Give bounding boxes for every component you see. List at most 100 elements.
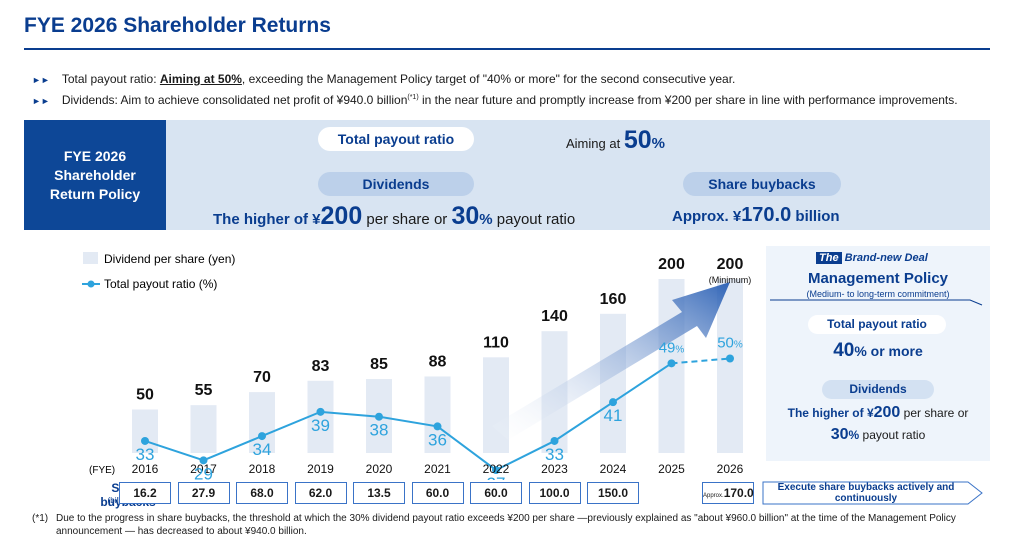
triangle-bullet-icon: ►►: [32, 75, 50, 85]
buyback-box-2024: 150.0: [587, 482, 639, 504]
policy-box: FYE 2026 Shareholder Return Policy: [24, 120, 166, 230]
the-tag: The: [816, 252, 842, 264]
buyback-box-2017: 27.9: [177, 482, 230, 504]
panel-subtitle: (Medium- to long-term commitment): [806, 289, 950, 299]
legend-bar-swatch: [83, 252, 98, 264]
payout-value: 50: [623, 126, 652, 154]
triangle-bullet-icon: ►►: [32, 96, 50, 106]
bar-value-label: 200: [717, 256, 744, 273]
buyback-policy-arrow: [762, 481, 983, 505]
policy-box-label: FYE 2026 Shareholder Return Policy: [49, 147, 141, 202]
payout-value-label: 38: [370, 421, 389, 440]
footnote-text: Due to the progress in share buybacks, t…: [56, 513, 956, 537]
bar-value-label: 160: [600, 291, 627, 308]
payout-value-label: 34: [253, 440, 272, 459]
bb-last-prefix: Approx.: [703, 493, 724, 499]
bar-value-label: 83: [312, 358, 330, 375]
panel-dividend-rule-2: 30% payout ratio: [770, 426, 986, 444]
x-tick-label: 2017: [190, 462, 217, 476]
dividend-chart: 50 2016 55 2017 70 2018 83 2019 85 2020 88 2021 110 2…: [82, 252, 751, 480]
buyback-box-2021: 60.0: [411, 482, 464, 504]
payout-point: [258, 432, 266, 441]
x-tick-label: 2026: [717, 462, 744, 476]
panel-div-pre: The higher of ¥: [787, 406, 874, 420]
panel-payout-unit: % or more: [854, 343, 923, 359]
bullet-emphasis: Aiming at 50%: [159, 72, 242, 86]
payout-value-label: 50%: [717, 335, 743, 352]
buyback-policy-note: Execute share buybacks actively and cont…: [777, 482, 955, 504]
bb-pre: Approx. ¥: [672, 208, 742, 225]
buyback-pill: Share buybacks: [683, 172, 841, 196]
payout-value-label: 29: [194, 464, 213, 480]
bar-value-label: 110: [483, 334, 509, 351]
buyback-box-2023: 100.0: [528, 482, 581, 504]
buyback-box-2016: 16.2: [119, 482, 171, 504]
payout-line: [144, 362, 673, 472]
bullet-payout: ►► Total payout ratio: Aiming at 50%, exc…: [32, 72, 735, 86]
x-tick-label: 2023: [541, 462, 568, 476]
bar-2026: [717, 279, 743, 453]
x-tick-label: 2022: [483, 462, 510, 476]
footnote-mark: (*1): [32, 513, 49, 524]
div-pct: 30: [451, 202, 480, 230]
bar-2016: [132, 409, 158, 453]
x-tick-label: 2016: [132, 462, 159, 476]
bar-2022: [483, 357, 509, 453]
bar-2017: [190, 405, 217, 453]
payout-point: [609, 398, 617, 407]
panel-div-post: payout ratio: [859, 428, 926, 442]
bullet-text: in the near future and promptly increase…: [418, 93, 958, 107]
payout-point: [492, 466, 500, 475]
bullet-dividends: ►► Dividends: Aim to achieve consolidated…: [32, 93, 958, 107]
x-tick-label: 2020: [366, 462, 393, 476]
bullet-text: Total payout ratio:: [61, 72, 160, 86]
bar-value-label: 140: [541, 308, 568, 325]
payout-target: Aiming at 50%: [566, 126, 665, 155]
dividends-pill: Dividends: [318, 172, 474, 196]
bar-2019: [307, 380, 334, 453]
div-post: payout ratio: [492, 211, 576, 228]
bar-value-label: 50: [136, 387, 154, 404]
buyback-box-2019: 62.0: [294, 482, 347, 504]
payout-value-label: 36: [428, 430, 447, 449]
page-title: FYE 2026 Shareholder Returns: [24, 14, 331, 37]
x-tick-label: 2021: [424, 462, 451, 476]
payout-value-label: 39: [311, 416, 330, 435]
panel-dividends-pill: Dividends: [822, 380, 934, 399]
buyback-box-2026: Approx.170.0: [702, 482, 754, 504]
panel-payout: 40% or more: [770, 340, 986, 362]
x-tick-label: 2025: [658, 462, 685, 476]
panel-div-mid: per share or: [900, 406, 969, 420]
footnote: (*1) Due to the progress in share buybac…: [32, 512, 992, 538]
fye-label: (FYE): [89, 465, 115, 476]
panel-title: Management Policy: [807, 270, 949, 287]
payout-value-label: 33: [136, 445, 155, 464]
payout-point: [141, 436, 149, 445]
payout-point: [726, 354, 734, 363]
buyback-box-2022: 60.0: [470, 482, 522, 504]
policy-body: [166, 120, 990, 230]
bb-unit: billion: [791, 208, 840, 225]
x-tick-label: 2019: [307, 462, 334, 476]
payout-pill: Total payout ratio: [318, 127, 474, 151]
legend-payout: Total payout ratio (%): [104, 277, 217, 291]
bullet-text: , exceeding the Management Policy target…: [241, 72, 736, 86]
payout-point: [433, 422, 442, 431]
div-pre: The higher of ¥: [213, 211, 321, 228]
x-tick-label: 2024: [600, 462, 627, 476]
payout-point: [667, 359, 676, 368]
panel-div-pct: 30: [830, 426, 849, 443]
payout-point: [199, 456, 208, 465]
payout-pre: Aiming at: [566, 136, 624, 151]
payout-value-label: 49%: [659, 339, 685, 356]
panel-div-amount: 200: [873, 404, 901, 421]
bar-value-label: 200: [658, 256, 685, 273]
bb-last-value: 170.0: [723, 486, 754, 500]
buyback-box-2020: 13.5: [353, 482, 405, 504]
dividends-policy: The higher of ¥200 per share or 30% payo…: [213, 202, 575, 231]
payout-value-label: 33: [545, 445, 564, 464]
payout-value-label: 41: [604, 406, 623, 425]
legend-line-dot: [87, 280, 95, 288]
buyback-policy: Approx. ¥170.0 billion: [672, 204, 840, 227]
div-mid: per share or: [362, 211, 452, 228]
